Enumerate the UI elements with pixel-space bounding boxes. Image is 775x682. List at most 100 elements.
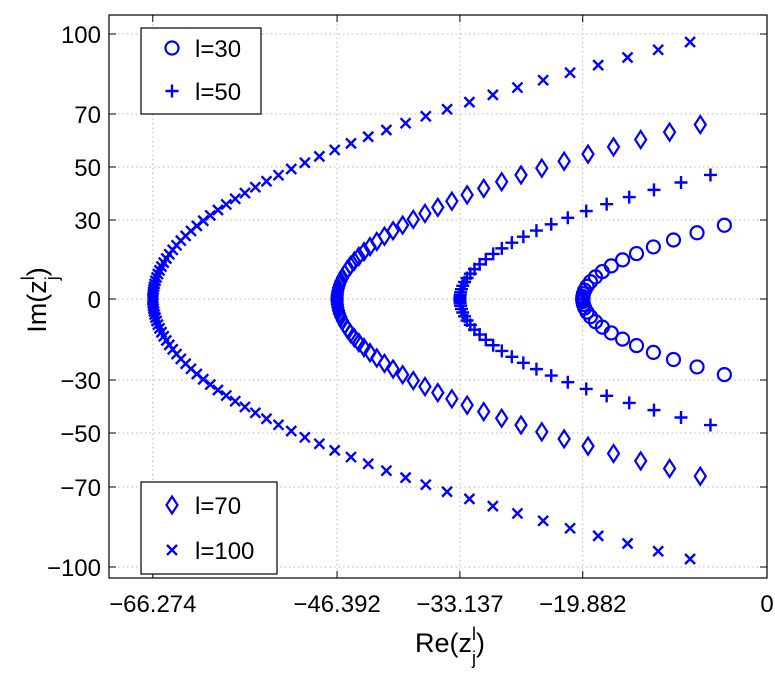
data-point: [628, 337, 645, 354]
legend-marker-l30-symbol: [164, 40, 180, 56]
data-point: [486, 338, 500, 352]
data-point: [633, 129, 648, 151]
data-point: [476, 401, 491, 423]
data-point: [529, 362, 543, 376]
data-point: [239, 401, 251, 413]
x-axis-label: Re(zl j): [415, 624, 485, 668]
data-point: [592, 529, 605, 542]
data-point: [460, 394, 474, 416]
y-tick-label: 30: [74, 208, 101, 235]
data-point: [614, 252, 631, 268]
data-point: [419, 110, 432, 123]
data-point: [479, 252, 493, 266]
data-point: [581, 435, 595, 457]
legend-top-box: [140, 27, 262, 115]
data-point: [494, 171, 509, 193]
data-point: [260, 175, 273, 188]
data-point: [369, 347, 384, 369]
data-point: [357, 241, 371, 263]
data-point: [150, 271, 163, 284]
data-point: [582, 274, 599, 290]
data-point: [592, 59, 605, 72]
data-point: [579, 278, 595, 294]
data-point: [249, 181, 262, 194]
data-point: [463, 493, 476, 505]
data-point: [603, 258, 619, 274]
data-point: [197, 373, 210, 386]
data-point: [313, 437, 326, 450]
data-point: [557, 428, 571, 450]
legend-marker-l50-symbol: [165, 84, 179, 98]
data-point: [345, 137, 357, 150]
data-point: [535, 421, 549, 443]
data-point: [441, 103, 453, 116]
data-point: [633, 450, 648, 472]
data-point: [600, 197, 614, 211]
x-tick-label: −33.137: [416, 591, 503, 618]
data-point: [299, 431, 311, 444]
data-point: [516, 356, 530, 370]
data-point: [204, 378, 217, 391]
data-point: [357, 337, 371, 359]
data-point: [148, 308, 161, 321]
data-point: [260, 412, 273, 425]
data-point: [362, 130, 375, 143]
data-point: [564, 66, 576, 79]
legend-marker-l70: [165, 494, 179, 516]
data-point: [406, 208, 421, 230]
data-point: [621, 537, 634, 550]
data-point: [495, 241, 509, 255]
x-tick-label: −19.882: [539, 591, 626, 618]
y-axis-label: Im(zl j): [18, 267, 62, 332]
y-tick-label: −50: [60, 421, 101, 448]
data-point: [299, 156, 311, 169]
data-markers: [146, 36, 732, 565]
legend-bottom: l=70 l=100: [140, 481, 278, 575]
data-point: [460, 184, 474, 206]
data-point: [328, 444, 341, 457]
data-point: [220, 198, 233, 211]
data-point: [430, 196, 445, 218]
data-point: [380, 464, 393, 477]
data-point: [652, 43, 665, 56]
data-point: [340, 259, 355, 281]
data-point: [621, 51, 634, 64]
data-point: [662, 121, 677, 143]
data-point: [693, 114, 708, 136]
data-point: [582, 309, 599, 325]
data-point: [665, 232, 682, 248]
data-point: [386, 220, 400, 242]
x-tick-label: −66.274: [109, 591, 196, 618]
x-tick-label: 0: [760, 591, 773, 618]
data-point: [579, 382, 593, 396]
data-point: [395, 364, 410, 386]
data-point: [535, 157, 549, 179]
data-point: [150, 315, 163, 327]
data-point: [494, 407, 509, 429]
data-point: [645, 344, 661, 360]
data-point: [399, 471, 412, 484]
data-point: [395, 214, 410, 236]
data-point: [386, 358, 400, 380]
axis-ticks: −66.274 −46.392 −33.137 −19.882 0 100 70 50 30 0 −…: [47, 15, 774, 618]
legend-marker-l50: [165, 84, 179, 98]
data-point: [352, 245, 366, 267]
data-point: [606, 442, 621, 464]
data-point: [537, 74, 550, 87]
data-point: [419, 478, 432, 491]
data-point: [544, 369, 558, 383]
legend-marker-l100-symbol: [166, 544, 178, 556]
data-point: [445, 190, 459, 212]
y-tick-label: 100: [61, 22, 101, 49]
data-point: [716, 217, 732, 233]
data-point: [514, 164, 528, 186]
data-point: [220, 389, 233, 402]
data-point: [272, 418, 285, 431]
data-point: [272, 169, 285, 182]
data-point: [380, 124, 393, 136]
legend-label-l100: l=100: [195, 538, 254, 565]
data-point: [684, 36, 696, 48]
data-point: [229, 192, 242, 205]
y-tick-label: −70: [60, 475, 101, 502]
legend-top: l=30 l=50: [140, 27, 262, 115]
